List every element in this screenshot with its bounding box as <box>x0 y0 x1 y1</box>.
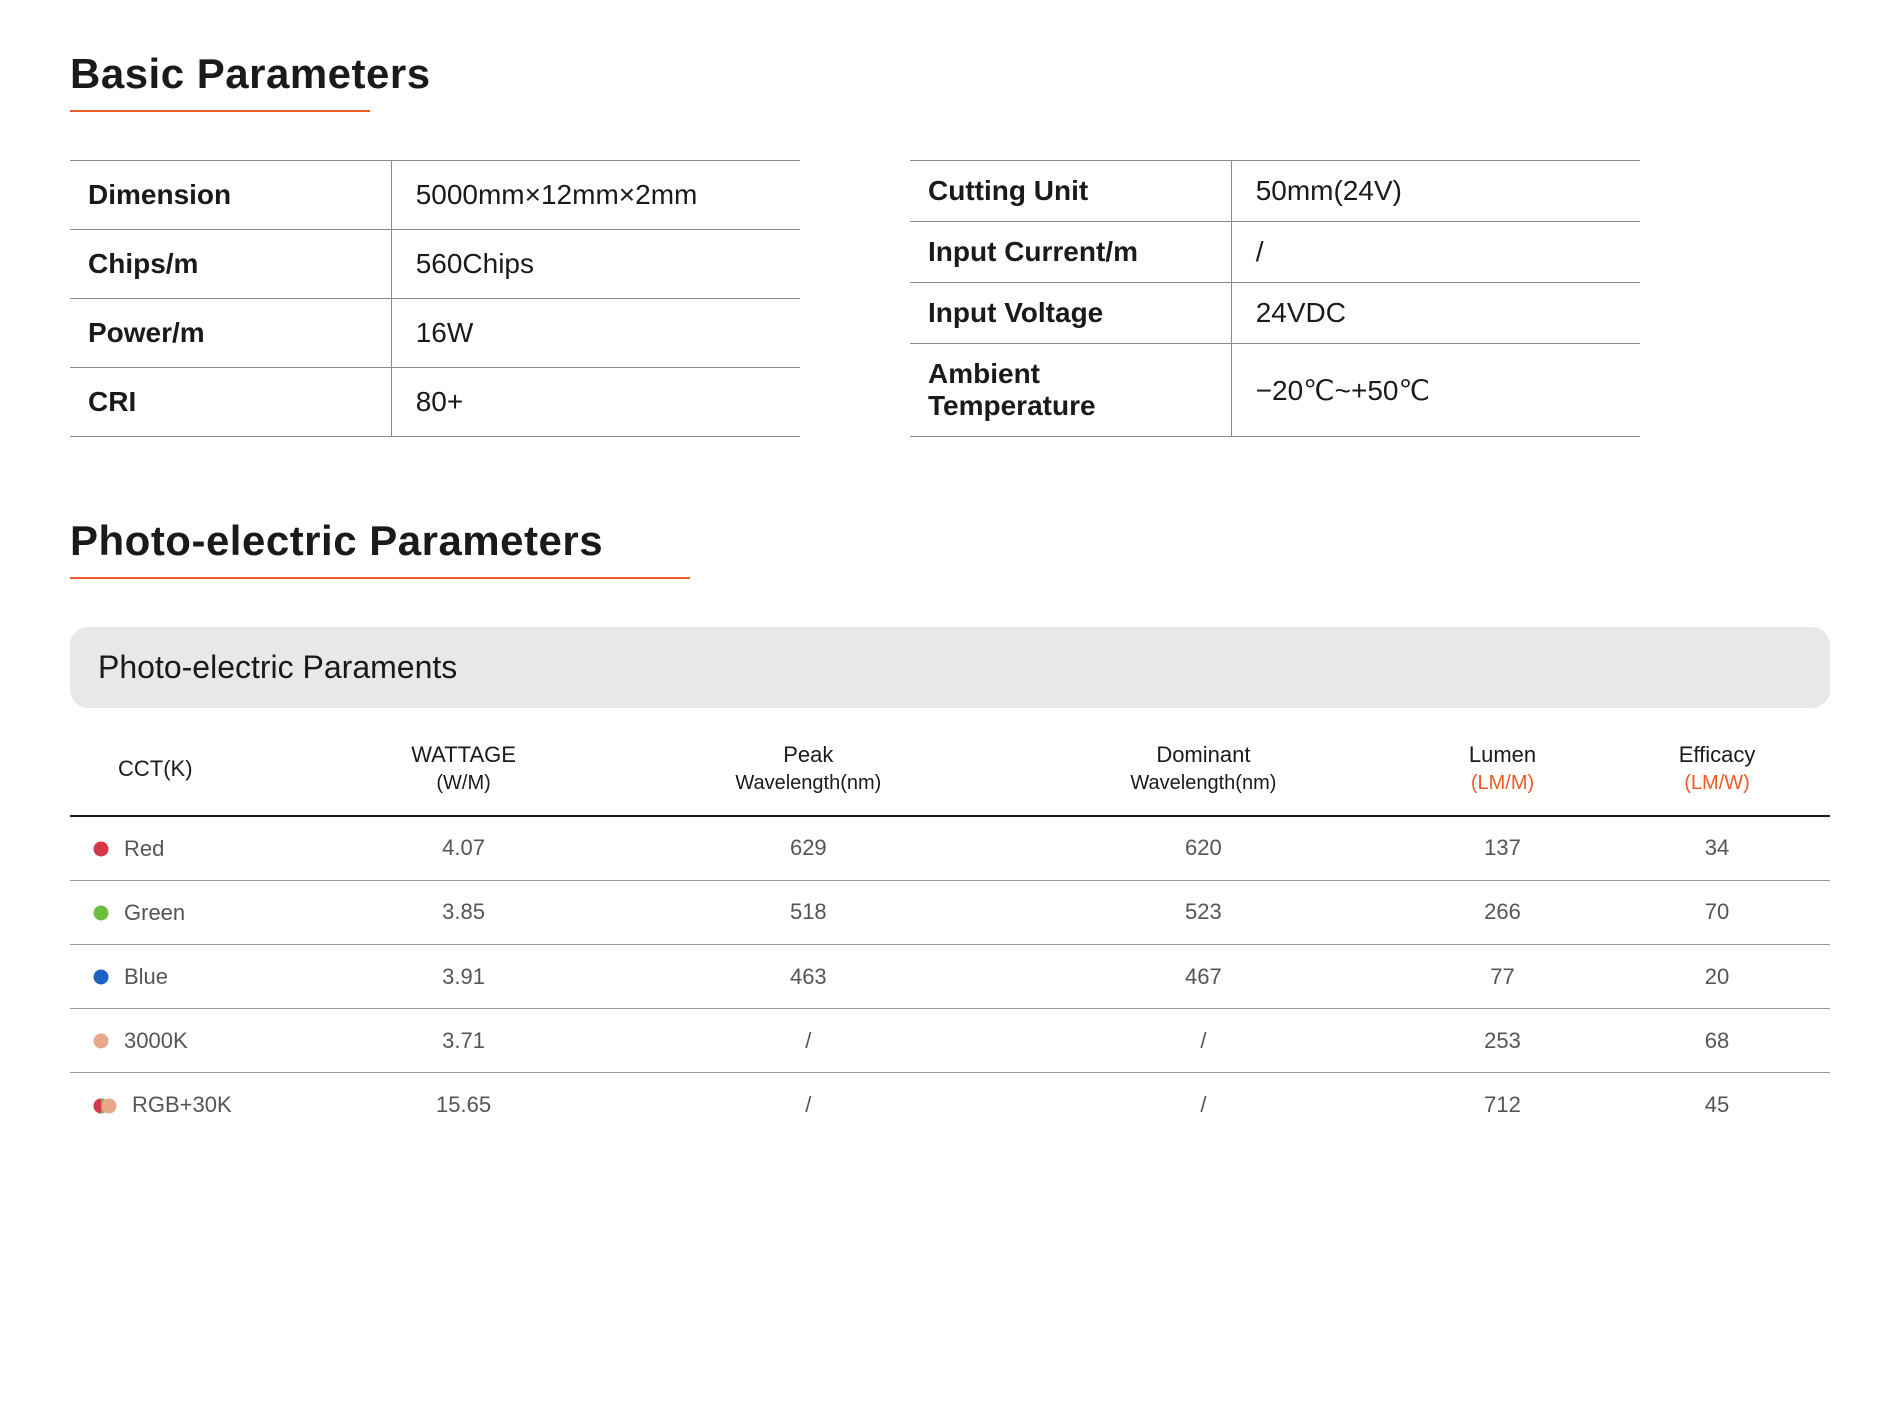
photo-dominant: / <box>1006 1009 1401 1073</box>
basic-underline <box>70 110 370 112</box>
rgb30k-dot-icon <box>92 1097 118 1115</box>
basic-label: Chips/m <box>70 230 391 299</box>
basic-value: 50mm(24V) <box>1231 161 1640 222</box>
basic-label: Ambient Temperature <box>910 344 1231 437</box>
basic-value: 16W <box>391 299 800 368</box>
basic-value: 80+ <box>391 368 800 437</box>
photo-wattage: 15.65 <box>316 1073 610 1137</box>
photo-wattage: 3.71 <box>316 1009 610 1073</box>
photo-efficacy: 20 <box>1604 945 1830 1009</box>
photo-row: Blue 3.914634677720 <box>70 945 1830 1009</box>
basic-value: 560Chips <box>391 230 800 299</box>
basic-row: Power/m16W <box>70 299 800 368</box>
photo-efficacy: 45 <box>1604 1073 1830 1137</box>
cct-cell: RGB+30K <box>70 1073 316 1137</box>
basic-label: Input Voltage <box>910 283 1231 344</box>
photo-efficacy: 68 <box>1604 1009 1830 1073</box>
cct-label: 3000K <box>124 1028 188 1053</box>
photo-efficacy: 70 <box>1604 880 1830 944</box>
photo-header-bar: Photo-electric Paraments <box>70 627 1830 708</box>
basic-row: Dimension5000mm×12mm×2mm <box>70 161 800 230</box>
basic-row: Chips/m560Chips <box>70 230 800 299</box>
photo-lumen: 253 <box>1401 1009 1604 1073</box>
warm-dot-icon <box>92 1032 110 1050</box>
photo-row: RGB+30K15.65//71245 <box>70 1073 1830 1137</box>
photo-lumen: 137 <box>1401 816 1604 881</box>
cct-label: Red <box>124 836 164 861</box>
photo-peak: 629 <box>611 816 1006 881</box>
photo-peak: 463 <box>611 945 1006 1009</box>
cct-cell: 3000K <box>70 1009 316 1073</box>
photo-lumen: 266 <box>1401 880 1604 944</box>
photo-efficacy: 34 <box>1604 816 1830 881</box>
basic-value: 5000mm×12mm×2mm <box>391 161 800 230</box>
photo-table-header-row: CCT(K)WATTAGE(W/M)PeakWavelength(nm)Domi… <box>70 726 1830 816</box>
basic-table-left: Dimension5000mm×12mm×2mmChips/m560ChipsP… <box>70 160 800 437</box>
photo-row: Red 4.0762962013734 <box>70 816 1830 881</box>
photo-peak: 518 <box>611 880 1006 944</box>
photo-dominant: / <box>1006 1073 1401 1137</box>
photo-col-header: PeakWavelength(nm) <box>611 726 1006 816</box>
photo-col-header: Lumen(LM/M) <box>1401 726 1604 816</box>
cct-cell: Green <box>70 880 316 944</box>
photo-underline <box>70 577 690 579</box>
cct-cell: Red <box>70 816 316 881</box>
basic-row: Cutting Unit50mm(24V) <box>910 161 1640 222</box>
photo-peak: / <box>611 1073 1006 1137</box>
basic-label: Cutting Unit <box>910 161 1231 222</box>
photo-col-header: CCT(K) <box>70 726 316 816</box>
photo-wattage: 3.85 <box>316 880 610 944</box>
basic-label: Dimension <box>70 161 391 230</box>
basic-value: −20℃~+50℃ <box>1231 344 1640 437</box>
basic-tables-wrap: Dimension5000mm×12mm×2mmChips/m560ChipsP… <box>70 160 1830 437</box>
photo-wattage: 3.91 <box>316 945 610 1009</box>
cct-cell: Blue <box>70 945 316 1009</box>
photo-table-body: Red4.0762962013734Green3.8551852326670Bl… <box>70 816 1830 1137</box>
photo-wattage: 4.07 <box>316 816 610 881</box>
photo-title: Photo-electric Parameters <box>70 517 1830 565</box>
photo-row: Green 3.8551852326670 <box>70 880 1830 944</box>
basic-row: Input Voltage24VDC <box>910 283 1640 344</box>
basic-value: / <box>1231 222 1640 283</box>
photo-row: 3000K3.71//25368 <box>70 1009 1830 1073</box>
basic-row: Input Current/m/ <box>910 222 1640 283</box>
basic-label: CRI <box>70 368 391 437</box>
photo-dominant: 620 <box>1006 816 1401 881</box>
photo-lumen: 712 <box>1401 1073 1604 1137</box>
photo-lumen: 77 <box>1401 945 1604 1009</box>
photo-table: CCT(K)WATTAGE(W/M)PeakWavelength(nm)Domi… <box>70 726 1830 1137</box>
photo-col-header: WATTAGE(W/M) <box>316 726 610 816</box>
basic-value: 24VDC <box>1231 283 1640 344</box>
basic-table-right: Cutting Unit50mm(24V)Input Current/m/Inp… <box>910 160 1640 437</box>
basic-row: CRI80+ <box>70 368 800 437</box>
photo-peak: / <box>611 1009 1006 1073</box>
basic-title: Basic Parameters <box>70 50 1830 98</box>
cct-label: RGB+30K <box>132 1093 232 1118</box>
photo-col-header: Efficacy(LM/W) <box>1604 726 1830 816</box>
green-dot-icon <box>92 904 110 922</box>
basic-label: Input Current/m <box>910 222 1231 283</box>
photo-dominant: 523 <box>1006 880 1401 944</box>
cct-label: Blue <box>124 964 168 989</box>
blue-dot-icon <box>92 968 110 986</box>
basic-row: Ambient Temperature−20℃~+50℃ <box>910 344 1640 437</box>
basic-label: Power/m <box>70 299 391 368</box>
photo-dominant: 467 <box>1006 945 1401 1009</box>
cct-label: Green <box>124 900 185 925</box>
photo-col-header: DominantWavelength(nm) <box>1006 726 1401 816</box>
red-dot-icon <box>92 840 110 858</box>
